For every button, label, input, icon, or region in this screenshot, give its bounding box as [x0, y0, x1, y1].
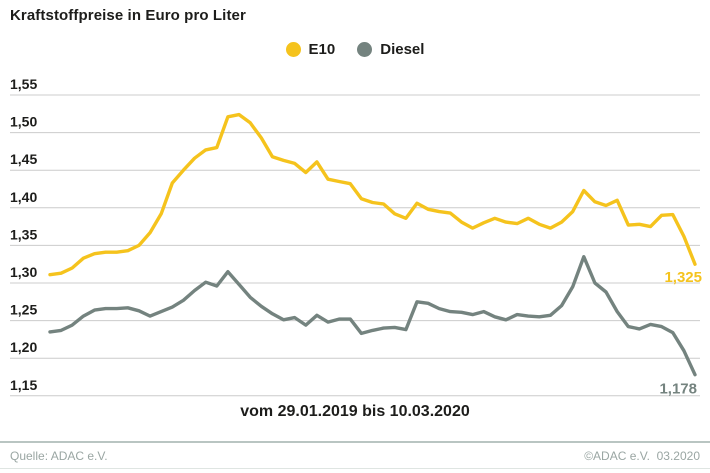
e10-end-value-label: 1,325: [664, 269, 702, 286]
y-tick-label: 1,45: [10, 151, 37, 167]
source-text: Quelle: ADAC e.V.: [10, 449, 108, 463]
copyright-text: ©ADAC e.V. 03.2020: [584, 449, 700, 463]
y-tick-label: 1,55: [10, 76, 37, 92]
y-tick-label: 1,20: [10, 339, 37, 355]
diesel-line: [48, 255, 697, 377]
diesel-end-value-label: 1,178: [659, 381, 697, 398]
diesel-swatch-icon: [357, 42, 373, 57]
footer-divider: [0, 441, 710, 443]
y-tick-label: 1,30: [10, 264, 37, 280]
chart-legend: E10 Diesel: [0, 41, 710, 58]
legend-item-diesel: Diesel: [357, 41, 424, 58]
y-tick-label: 1,40: [10, 189, 37, 205]
legend-item-e10: E10: [285, 41, 336, 58]
y-tick-label: 1,25: [10, 302, 37, 318]
e10-line: [48, 112, 697, 277]
legend-label-e10: E10: [308, 41, 336, 58]
page-title: Kraftstoffpreise in Euro pro Liter: [10, 7, 246, 24]
e10-swatch-icon: [285, 42, 301, 57]
bottom-border: [0, 468, 710, 469]
x-range-label: vom 29.01.2019 bis 10.03.2020: [240, 403, 470, 420]
y-tick-label: 1,35: [10, 226, 37, 242]
y-tick-label: 1,15: [10, 377, 37, 393]
legend-label-diesel: Diesel: [380, 41, 425, 58]
y-tick-label: 1,50: [10, 114, 37, 130]
